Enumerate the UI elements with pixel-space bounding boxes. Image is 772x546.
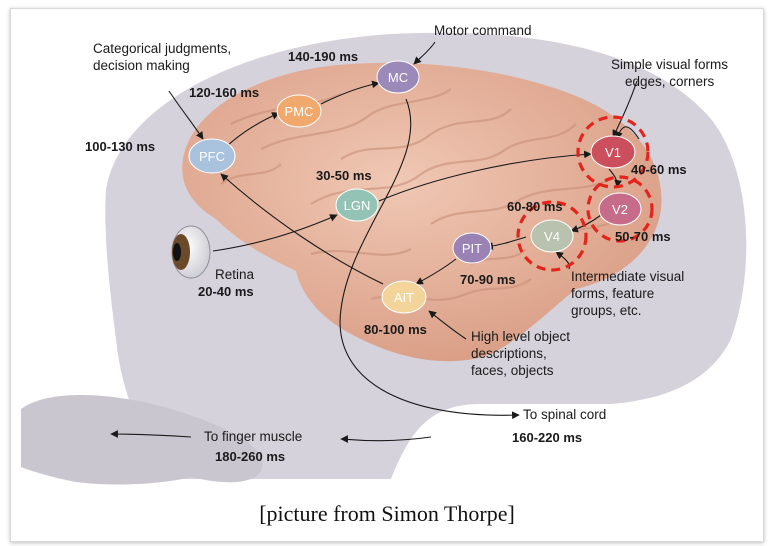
annotation-simple-line2: edges, corners	[625, 74, 715, 89]
region-label-pmc: PMC	[285, 104, 314, 119]
region-v4: V4	[530, 219, 574, 253]
latency-v2: 50-70 ms	[615, 229, 671, 244]
highlight-rings	[516, 115, 654, 272]
latency-pit: 70-90 ms	[460, 272, 516, 287]
region-label-mc: MC	[388, 70, 408, 85]
latency-mc: 140-190 ms	[288, 49, 358, 64]
latency-lgn: 30-50 ms	[316, 168, 372, 183]
brain-latency-diagram: PFC PMC MC LGN V1 V2 V4 PIT AIT 100-130 …	[21, 23, 747, 526]
region-label-ait: AIT	[394, 290, 414, 305]
region-v2: V2	[598, 192, 642, 226]
latency-finger: 180-260 ms	[215, 449, 285, 464]
latency-retina: 20-40 ms	[198, 284, 254, 299]
latency-spinal: 160-220 ms	[512, 430, 582, 445]
figure-frame: PFC PMC MC LGN V1 V2 V4 PIT AIT 100-130 …	[10, 8, 764, 542]
highlight-ring-v2	[586, 175, 654, 243]
annotations: Categorical judgments, decision making M…	[93, 23, 728, 444]
region-ait: AIT	[381, 280, 427, 314]
annotation-intermediate-line2: forms, feature	[571, 286, 654, 301]
annotation-retina: Retina	[215, 267, 255, 282]
region-pmc: PMC	[276, 94, 322, 128]
latency-pfc: 100-130 ms	[85, 139, 155, 154]
eye	[171, 225, 211, 279]
highlight-ring-v4	[516, 200, 588, 272]
annotation-categorical-line2: decision making	[93, 58, 190, 73]
region-label-v4: V4	[544, 229, 560, 244]
region-lgn: LGN	[335, 188, 379, 222]
latency-labels: 100-130 ms 120-160 ms 140-190 ms 30-50 m…	[85, 49, 687, 464]
figure-caption: [picture from Simon Thorpe]	[259, 501, 515, 526]
annotation-spinal: To spinal cord	[523, 407, 606, 422]
latency-ait: 80-100 ms	[364, 322, 427, 337]
annotation-intermediate-line1: Intermediate visual	[571, 269, 684, 284]
region-pit: PIT	[452, 232, 492, 264]
annotation-intermediate-line3: groups, etc.	[571, 303, 642, 318]
region-v1: V1	[590, 135, 636, 169]
region-label-v1: V1	[605, 145, 621, 160]
hand-silhouette	[21, 395, 263, 485]
annotation-simple-line1: Simple visual forms	[611, 57, 728, 72]
annotation-high-line2: descriptions,	[471, 346, 547, 361]
region-label-pfc: PFC	[199, 149, 225, 164]
latency-v4: 60-80 ms	[507, 199, 563, 214]
annotation-finger: To finger muscle	[204, 429, 302, 444]
region-label-v2: V2	[612, 202, 628, 217]
region-pfc: PFC	[188, 138, 236, 174]
region-label-pit: PIT	[462, 241, 482, 256]
region-label-lgn: LGN	[344, 198, 371, 213]
annotation-categorical-line1: Categorical judgments,	[93, 41, 231, 56]
latency-pmc: 120-160 ms	[189, 85, 259, 100]
annotation-high-line1: High level object	[471, 329, 570, 344]
latency-v1: 40-60 ms	[631, 162, 687, 177]
highlight-ring-v1	[576, 115, 650, 189]
annotation-motor: Motor command	[434, 23, 532, 38]
region-mc: MC	[376, 60, 420, 94]
annotation-high-line3: faces, objects	[471, 363, 554, 378]
